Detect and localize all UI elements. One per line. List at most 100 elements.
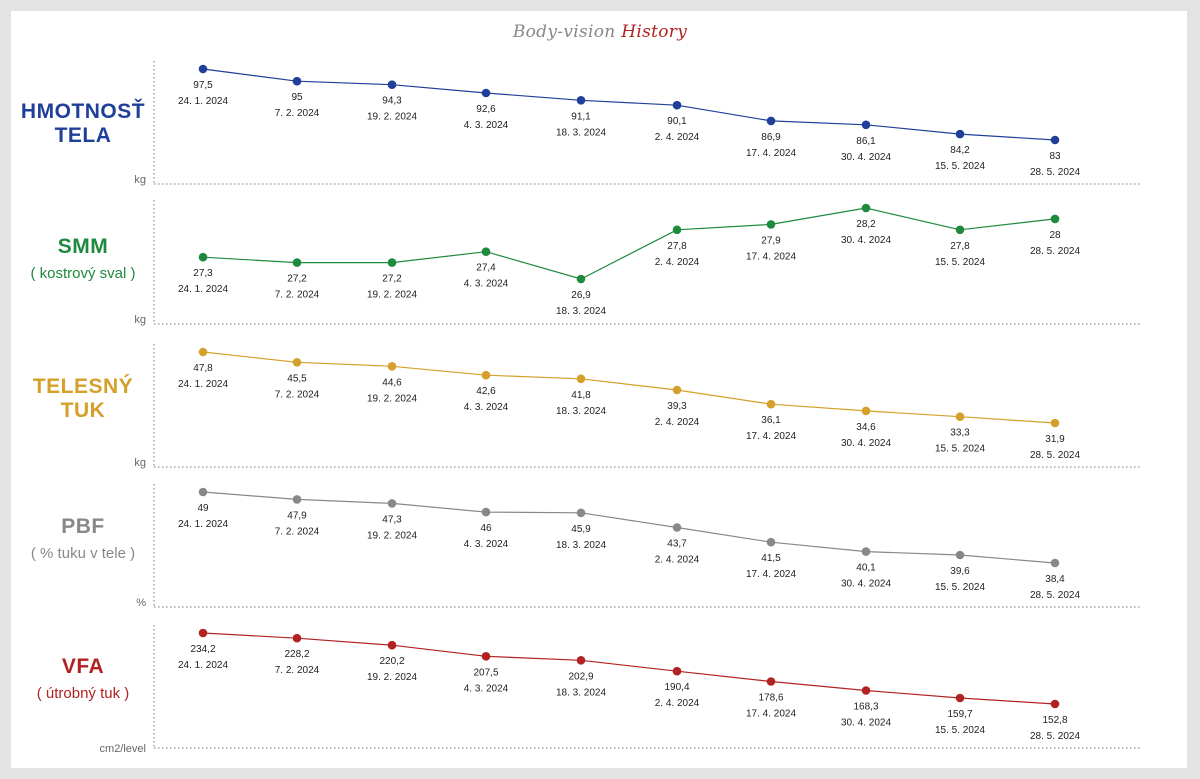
date-label: 7. 2. 2024 [275, 108, 320, 119]
data-point [861, 547, 871, 556]
date-label: 2. 4. 2024 [655, 132, 700, 143]
data-label: 47,9 [287, 510, 307, 521]
data-point [387, 258, 397, 267]
panel-subtitle: ( kostrový sval ) [30, 265, 136, 282]
data-point [576, 96, 586, 105]
date-label: 24. 1. 2024 [178, 660, 228, 671]
data-label: 40,1 [856, 563, 876, 574]
series-3: 49 24. 1. 2024 47,9 7. 2. 2024 47,3 19. 2. 20… [153, 484, 1142, 608]
data-label: 38,4 [1045, 574, 1065, 585]
panel-name-line2: TUK [60, 399, 106, 422]
panel-subtitle: ( % tuku v tele ) [30, 545, 136, 562]
data-point [1050, 135, 1060, 145]
data-label: 46 [480, 523, 492, 534]
unit-label: cm2/level [99, 743, 146, 755]
data-label: 26,9 [571, 290, 591, 301]
series-line [202, 632, 1056, 705]
data-label: 92,6 [476, 104, 496, 115]
date-label: 4. 3. 2024 [464, 539, 509, 550]
date-label: 28. 5. 2024 [1030, 731, 1080, 742]
date-label: 30. 4. 2024 [841, 718, 891, 729]
data-point [481, 247, 491, 256]
data-label: 97,5 [193, 80, 213, 91]
date-label: 19. 2. 2024 [367, 672, 417, 683]
panel-label-smm: SMM ( kostrový sval ) [18, 235, 148, 282]
unit-label: kg [134, 457, 146, 469]
data-label: 28,2 [856, 219, 876, 230]
data-label: 41,5 [761, 553, 781, 564]
data-point [292, 258, 302, 267]
date-label: 18. 3. 2024 [556, 540, 606, 551]
data-point [672, 666, 682, 676]
data-point [672, 225, 682, 235]
date-label: 7. 2. 2024 [275, 665, 320, 676]
series-line [202, 68, 1056, 141]
date-label: 2. 4. 2024 [655, 555, 700, 566]
data-label: 228,2 [284, 649, 309, 660]
date-label: 28. 5. 2024 [1030, 246, 1080, 257]
date-label: 18. 3. 2024 [556, 687, 606, 698]
data-label: 152,8 [1042, 715, 1067, 726]
data-label: 41,8 [571, 390, 591, 401]
unit-label: % [136, 597, 146, 609]
panel-label-weight: HMOTNOSŤ TELA [18, 100, 148, 148]
data-label: 86,1 [856, 136, 876, 147]
data-label: 27,8 [950, 241, 970, 252]
date-label: 15. 5. 2024 [935, 257, 985, 268]
data-label: 84,2 [950, 145, 970, 156]
data-label: 27,4 [476, 263, 496, 274]
data-point [861, 203, 871, 213]
series-line [202, 491, 1056, 564]
data-point [861, 120, 871, 130]
panel-name-line2: TELA [54, 124, 112, 147]
data-label: 190,4 [664, 682, 689, 693]
unit-label: kg [134, 174, 146, 186]
data-point [292, 358, 302, 367]
date-label: 4. 3. 2024 [464, 120, 509, 131]
panel-name: HMOTNOSŤ [20, 100, 146, 123]
data-point [481, 652, 491, 661]
data-label: 45,9 [571, 524, 591, 535]
data-label: 43,7 [667, 539, 687, 550]
data-label: 220,2 [379, 656, 404, 667]
date-label: 24. 1. 2024 [178, 96, 228, 107]
data-label: 47,3 [382, 514, 402, 525]
data-point [1050, 214, 1060, 224]
data-label: 178,6 [758, 693, 783, 704]
data-point [766, 116, 776, 126]
data-label: 86,9 [761, 132, 781, 143]
data-point [955, 412, 965, 422]
panel-name: SMM [57, 235, 109, 258]
date-label: 15. 5. 2024 [935, 444, 985, 455]
date-label: 19. 2. 2024 [367, 290, 417, 301]
data-label: 47,8 [193, 363, 213, 374]
data-point [292, 76, 302, 86]
data-point [292, 633, 302, 643]
data-label: 36,1 [761, 415, 781, 426]
data-label: 27,2 [382, 274, 402, 285]
data-label: 90,1 [667, 116, 687, 127]
series-line [202, 351, 1056, 424]
data-point [955, 550, 965, 560]
data-point [292, 495, 302, 504]
data-point [672, 100, 682, 110]
data-point [1050, 699, 1060, 709]
data-label: 39,6 [950, 566, 970, 577]
data-point [481, 370, 491, 380]
data-point [1050, 418, 1060, 428]
date-label: 24. 1. 2024 [178, 519, 228, 530]
date-label: 7. 2. 2024 [275, 290, 320, 301]
date-label: 15. 5. 2024 [935, 582, 985, 593]
data-point [198, 628, 208, 638]
date-label: 7. 2. 2024 [275, 389, 320, 400]
date-label: 24. 1. 2024 [178, 284, 228, 295]
data-label: 27,8 [667, 241, 687, 252]
frame [11, 11, 1187, 768]
date-label: 19. 2. 2024 [367, 393, 417, 404]
data-point [861, 406, 871, 416]
date-label: 4. 3. 2024 [464, 279, 509, 290]
date-label: 15. 5. 2024 [935, 161, 985, 172]
series-4: 234,2 24. 1. 2024 228,2 7. 2. 2024 220,2 19. … [153, 625, 1142, 749]
date-label: 24. 1. 2024 [178, 379, 228, 390]
